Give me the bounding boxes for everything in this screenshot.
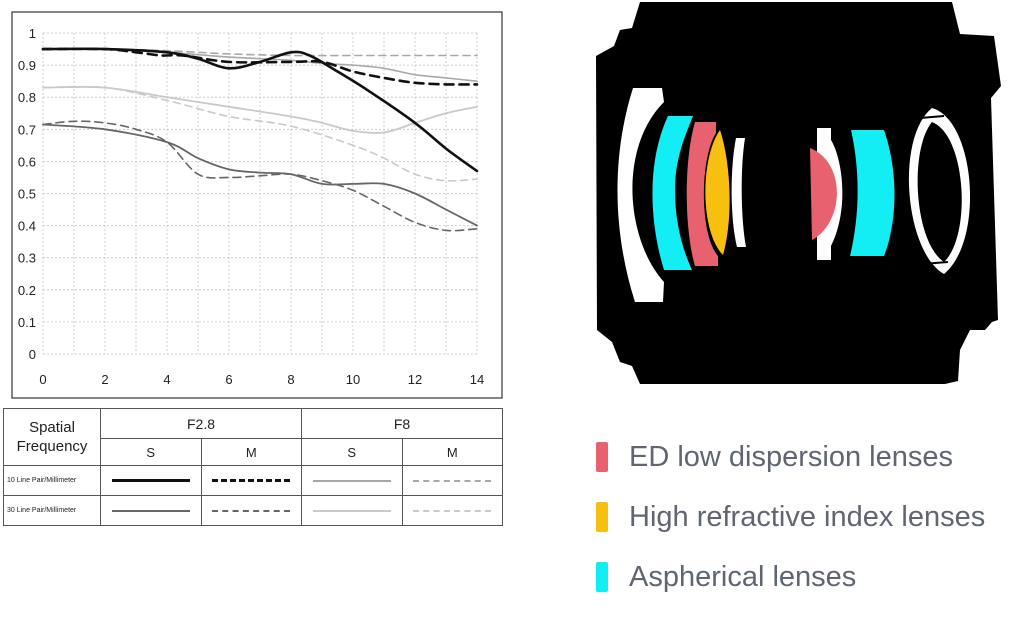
sample-f8-s-10 [301, 465, 403, 496]
chart-frame [11, 11, 503, 399]
sample-f28-m-30 [200, 495, 302, 526]
f8-meridional-header: M [401, 438, 503, 466]
high-index-swatch [596, 502, 608, 532]
series-line [42, 123, 478, 227]
aperture-f28-header: F2.8 [100, 408, 302, 439]
x-tick-label: 6 [225, 372, 232, 387]
biconvex-lens-seam [919, 115, 949, 265]
x-tick-label: 12 [408, 372, 422, 387]
legend-item-aspherical: Aspherical lenses [596, 558, 1024, 618]
high-index-lens [705, 130, 730, 255]
series-line [42, 85, 478, 134]
legend-label-aspherical: Aspherical lenses [629, 561, 857, 593]
x-tick-label: 10 [346, 372, 360, 387]
x-tick-label: 0 [39, 372, 46, 387]
f28-sagittal-header: S [100, 438, 202, 466]
y-tick-label: 0.8 [18, 90, 36, 105]
y-tick-label: 1 [29, 26, 36, 41]
biconvex-lens-core [917, 122, 962, 262]
y-tick-label: 0.7 [18, 122, 36, 137]
series-line [41, 47, 479, 86]
lens-diagram [596, 2, 1001, 384]
lens-legend: ED low dispersion lenses High refractive… [596, 438, 1024, 618]
ed-swatch [596, 442, 608, 472]
series-line [42, 120, 478, 232]
mtf-legend-table: Spatial Frequency F2.8 F8 S M S M 10 Lin… [3, 408, 503, 526]
y-tick-label: 0.3 [18, 251, 36, 266]
y-tick-label: 0.2 [18, 283, 36, 298]
spatial-frequency-label: Spatial Frequency [3, 408, 101, 466]
legend-item-high-index: High refractive index lenses [596, 498, 1024, 558]
chart-series [41, 47, 479, 232]
aperture-f8-header: F8 [301, 408, 503, 439]
sample-f8-m-10 [401, 465, 503, 496]
f8-sagittal-header: S [301, 438, 403, 466]
plain-thin-lens [731, 138, 746, 247]
y-tick-label: 0 [29, 347, 36, 362]
sample-f28-s-10 [100, 465, 202, 496]
legend-item-ed: ED low dispersion lenses [596, 438, 1024, 498]
f28-meridional-header: M [200, 438, 302, 466]
y-tick-label: 0.6 [18, 154, 36, 169]
lens-barrel [596, 2, 1001, 384]
chart-grid [42, 32, 478, 355]
row-30-lp-label: 30 Line Pair/Millimeter [3, 495, 101, 526]
mtf-chart: 0 2 4 6 8 10 12 14 0 0.1 0.2 0.3 0.4 0.5 0.6 0.7 0.8 0.9 1 [11, 2, 1001, 399]
sample-f28-m-10 [200, 465, 302, 496]
sample-f28-s-30 [100, 495, 202, 526]
ed-lens-front [686, 122, 718, 266]
aspherical-lens-rear [850, 130, 895, 256]
series-line [41, 47, 479, 173]
y-tick-label: 0.1 [18, 315, 36, 330]
legend-label-high-index: High refractive index lenses [629, 501, 986, 533]
x-tick-label: 4 [163, 372, 170, 387]
x-tick-label: 8 [287, 372, 294, 387]
aspherical-lens-front [652, 116, 693, 270]
sample-f8-s-30 [301, 495, 403, 526]
sample-f8-m-30 [401, 495, 503, 526]
y-tick-label: 0.5 [18, 187, 36, 202]
tick-labels: 0 2 4 6 8 10 12 14 0 0.1 0.2 0.3 0.4 0.5 0.6 0.7 0.8 0.9 1 [18, 26, 484, 387]
spatial-frequency-text: Spatial Frequency [16, 419, 88, 455]
x-tick-label: 2 [101, 372, 108, 387]
ed-lens-rear [810, 148, 837, 240]
plain-front-lens [617, 88, 664, 302]
x-tick-label: 14 [470, 372, 484, 387]
aspherical-swatch [596, 562, 608, 592]
y-tick-label: 0.9 [18, 58, 36, 73]
legend-label-ed: ED low dispersion lenses [629, 441, 953, 473]
row-10-lp-label: 10 Line Pair/Millimeter [3, 465, 101, 496]
y-tick-label: 0.4 [18, 219, 36, 234]
series-line [42, 85, 478, 182]
